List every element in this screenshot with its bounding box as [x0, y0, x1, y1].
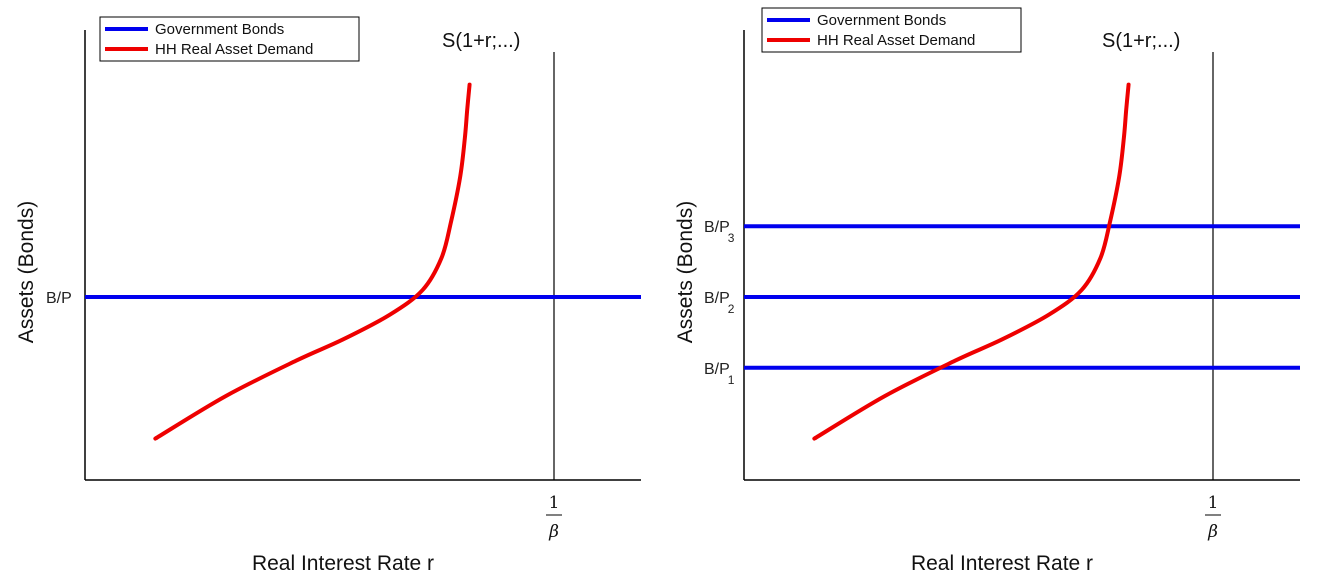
bond-level-subscript: 2: [728, 302, 735, 316]
bond-level-label: B/P: [704, 290, 730, 307]
bond-level-label: B/P: [704, 219, 730, 236]
legend-box: [761, 7, 1022, 53]
x-axis-title: Real Interest Rate r: [911, 552, 1093, 575]
bond-level-label: B/P: [46, 290, 72, 307]
legend-label: Government Bonds: [817, 12, 946, 29]
bond-level-subscript: 3: [728, 231, 735, 245]
legend: Government Bonds HH Real Asset Demand: [99, 16, 360, 62]
x-tick-numerator: 1: [1208, 493, 1219, 513]
curve-label: S(1+r;...): [1102, 30, 1180, 52]
bond-level-subscript: 1: [728, 373, 735, 387]
y-axis-title: Assets (Bonds): [674, 201, 697, 343]
chart-panel-1: B/P S(1+r;...) 1 β Real Interest Rate r Asset…: [15, 16, 641, 575]
legend-label: HH Real Asset Demand: [817, 32, 975, 49]
x-axis-title: Real Interest Rate r: [252, 552, 434, 575]
legend-label: HH Real Asset Demand: [155, 41, 313, 58]
x-tick-numerator: 1: [549, 493, 560, 513]
y-axis-title: Assets (Bonds): [15, 201, 38, 343]
asset-demand-curve: [153, 82, 472, 441]
x-tick-denominator: β: [1207, 522, 1218, 542]
legend: Government Bonds HH Real Asset Demand: [761, 7, 1022, 53]
curve-label: S(1+r;...): [442, 30, 520, 52]
legend-label: Government Bonds: [155, 21, 284, 38]
legend-box: [99, 16, 360, 62]
bond-level-label: B/P: [704, 361, 730, 378]
asset-demand-curve: [812, 82, 1131, 441]
x-tick-denominator: β: [548, 522, 559, 542]
